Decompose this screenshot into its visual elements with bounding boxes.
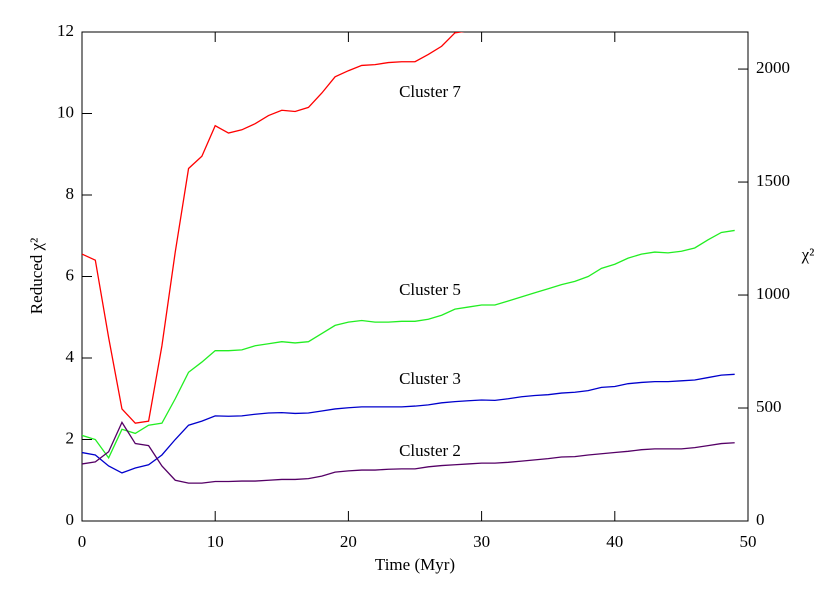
y2-axis-label: χ² xyxy=(801,245,815,264)
y2-tick-label: 2000 xyxy=(756,58,790,77)
x-tick-label: 0 xyxy=(78,532,87,551)
y2-tick-label: 500 xyxy=(756,397,782,416)
y-tick-label: 8 xyxy=(66,184,75,203)
series-label: Cluster 7 xyxy=(399,82,461,101)
x-tick-label: 50 xyxy=(740,532,757,551)
x-tick-label: 40 xyxy=(606,532,623,551)
series-line xyxy=(82,373,735,474)
series-label: Cluster 2 xyxy=(399,441,461,460)
y-axis-label: Reduced χ² xyxy=(27,238,46,314)
y-tick-label: 10 xyxy=(57,102,74,121)
y-tick-label: 12 xyxy=(57,21,74,40)
series-line xyxy=(82,32,465,424)
x-tick-label: 30 xyxy=(473,532,490,551)
y2-tick-label: 1500 xyxy=(756,171,790,190)
series-label: Cluster 5 xyxy=(399,280,461,299)
x-tick-label: 10 xyxy=(207,532,224,551)
y2-tick-label: 0 xyxy=(756,510,765,529)
plot-lines xyxy=(82,32,735,484)
y-tick-label: 2 xyxy=(66,428,75,447)
y-tick-label: 4 xyxy=(66,347,75,366)
series-label: Cluster 3 xyxy=(399,369,461,388)
series-line xyxy=(82,229,735,460)
x-tick-label: 20 xyxy=(340,532,357,551)
y-tick-label: 6 xyxy=(66,265,75,284)
y-tick-label: 0 xyxy=(66,510,75,529)
y2-tick-label: 1000 xyxy=(756,284,790,303)
series-line xyxy=(82,421,735,484)
x-axis-label: Time (Myr) xyxy=(375,555,455,574)
